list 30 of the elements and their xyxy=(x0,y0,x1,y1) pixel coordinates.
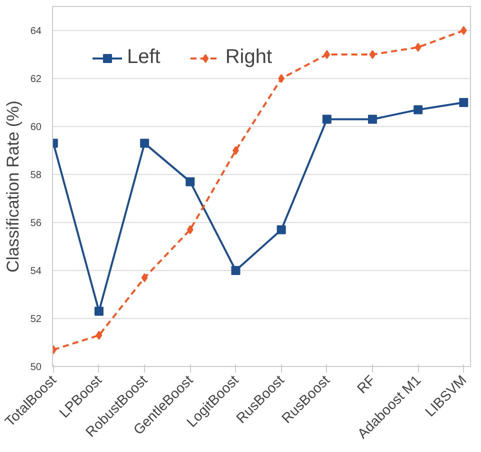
point xyxy=(140,138,150,148)
point xyxy=(96,330,102,340)
legend-label: Right xyxy=(225,46,272,69)
point xyxy=(232,146,239,155)
y-tick-label: 62 xyxy=(30,74,42,85)
point xyxy=(324,50,330,59)
x-tick-label: RF xyxy=(354,372,378,396)
point xyxy=(414,42,422,52)
point xyxy=(94,306,104,316)
point xyxy=(322,114,332,124)
point xyxy=(231,266,240,275)
point xyxy=(141,273,148,282)
y-tick-label: 54 xyxy=(30,266,42,277)
point xyxy=(186,177,195,186)
y-axis-title: Classification Rate (%) xyxy=(3,100,22,272)
point xyxy=(369,50,376,59)
point xyxy=(414,105,423,114)
legend-label: Left xyxy=(127,46,160,69)
y-tick-label: 50 xyxy=(30,362,42,373)
point xyxy=(186,225,194,234)
point xyxy=(459,98,468,107)
point xyxy=(368,114,377,124)
point xyxy=(276,225,286,234)
y-tick-label: 58 xyxy=(30,170,42,181)
y-tick-label: 60 xyxy=(30,122,42,133)
point xyxy=(278,74,284,83)
y-tick-label: 52 xyxy=(30,314,42,325)
point xyxy=(460,26,467,35)
y-tick-label: 56 xyxy=(30,218,42,229)
y-tick-label: 64 xyxy=(30,26,42,37)
